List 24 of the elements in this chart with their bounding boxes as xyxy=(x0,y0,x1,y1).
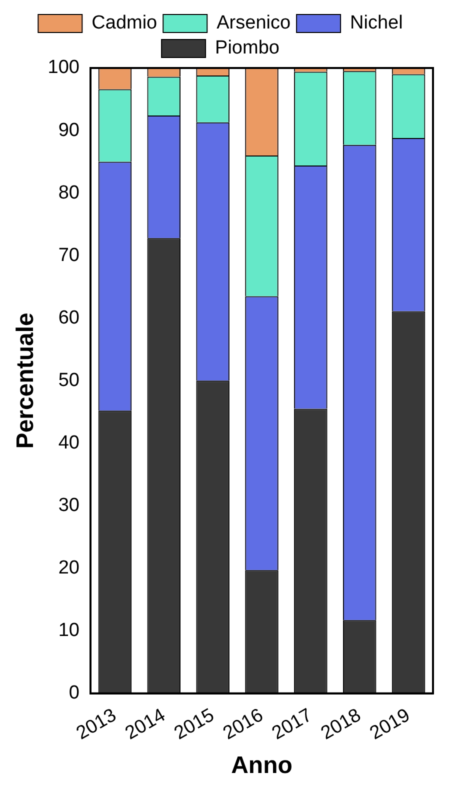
y-tick-label: 100 xyxy=(48,57,80,78)
x-tick-label: 2015 xyxy=(170,704,218,744)
x-tick-label: 2019 xyxy=(366,704,414,744)
y-tick-label: 90 xyxy=(58,120,80,141)
y-tick-label: 20 xyxy=(58,557,80,578)
y-tick-label: 10 xyxy=(58,620,80,642)
x-tick-label: 2018 xyxy=(318,704,365,744)
y-tick-label: 70 xyxy=(58,244,80,266)
x-tick-label: 2013 xyxy=(72,704,120,744)
y-tick-label: 50 xyxy=(58,370,80,391)
x-tick-label: 2016 xyxy=(220,704,267,744)
y-tick-label: 40 xyxy=(58,432,80,454)
y-tick-label: 0 xyxy=(68,682,80,704)
legend-label: Piombo xyxy=(215,38,280,59)
y-axis-title: Percentuale xyxy=(12,312,40,449)
y-tick-label: 30 xyxy=(58,494,80,516)
y-tick-label: 80 xyxy=(58,182,80,204)
legend-label: Arsenico xyxy=(216,12,291,34)
y-tick-label: 60 xyxy=(58,307,80,328)
legend-label: Nichel xyxy=(350,12,403,34)
x-tick-label: 2014 xyxy=(122,704,170,744)
x-axis-title: Anno xyxy=(231,752,292,780)
legend-label: Cadmio xyxy=(92,12,158,34)
x-tick-label: 2017 xyxy=(268,704,316,744)
